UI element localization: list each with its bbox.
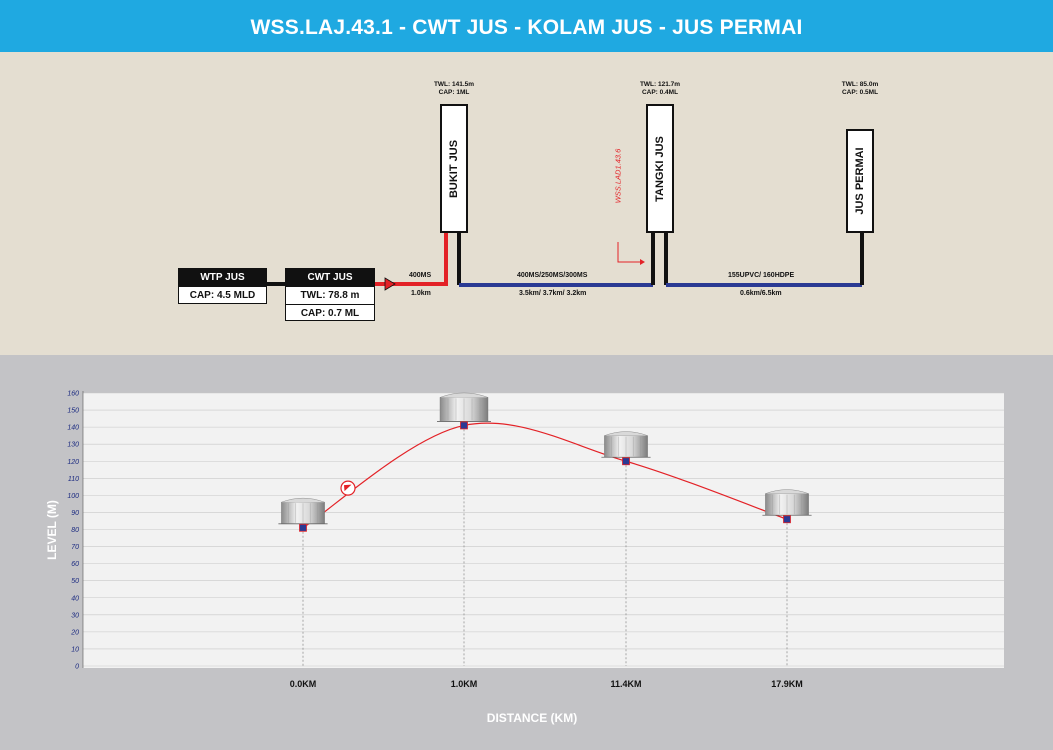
x-tick-label: 1.0KM — [451, 679, 478, 689]
profile-line — [302, 422, 788, 529]
reservoir-roof — [281, 497, 325, 503]
reservoir-icon — [601, 431, 651, 458]
tank-jus-permai: JUS PERMAI — [846, 129, 874, 233]
x-tick-label: 17.9KM — [771, 679, 803, 689]
x-axis-label: DISTANCE (KM) — [487, 711, 577, 725]
data-point — [783, 515, 791, 524]
y-tick-label: 30 — [71, 612, 79, 619]
wtp-capacity: CAP: 4.5 MLD — [179, 286, 266, 304]
data-point — [299, 523, 307, 532]
cwt-name: CWT JUS — [286, 269, 374, 286]
pipe-length: 3.5km/ 3.7km/ 3.2km — [519, 290, 587, 297]
y-tick-label: 70 — [71, 544, 79, 551]
pipe-network — [266, 233, 864, 291]
reservoir-icon — [762, 489, 812, 516]
pump-arrow-icon — [344, 484, 352, 492]
y-tick-label: 80 — [71, 527, 79, 534]
y-tick-label: 0 — [75, 664, 79, 671]
y-tick-label: 160 — [67, 391, 79, 398]
elevation-chart: 0 10 20 30 40 50 60 70 80 90 100 110 120 130 140 150 160… — [45, 391, 1004, 725]
data-point — [622, 457, 630, 466]
y-tick-label: 110 — [68, 476, 79, 483]
pipe-length: 0.6km/6.5km — [740, 290, 782, 297]
reservoir-roof — [439, 392, 489, 398]
pump-arrow-icon — [384, 277, 396, 291]
page-title: WSS.LAJ.43.1 - CWT JUS - KOLAM JUS - JUS… — [0, 0, 1053, 52]
y-axis-label: LEVEL (M) — [45, 500, 59, 560]
tank-label: TANGKI JUS — [654, 135, 666, 202]
cwt-twl: TWL: 78.8 m — [286, 286, 374, 304]
pipe-spec: 400MS/250MS/300MS — [517, 272, 588, 279]
pumped-main — [374, 233, 448, 286]
tank-info: TWL: 85.0m CAP: 0.5ML — [841, 81, 879, 96]
reservoir-roof — [765, 489, 809, 494]
schematic-diagram: WTP JUS CAP: 4.5 MLD CWT JUS TWL: 78.8 m… — [0, 52, 1053, 355]
tag-arrow — [617, 242, 640, 263]
x-tick-label: 11.4KM — [610, 679, 641, 689]
plot-area — [83, 393, 1004, 668]
tank-tangki-jus: TANGKI JUS — [646, 104, 674, 233]
y-tick-label: 130 — [67, 442, 79, 449]
y-tick-label: 150 — [67, 408, 79, 415]
reservoir-icon — [437, 392, 491, 422]
x-tick-label: 0.0KM — [290, 679, 317, 689]
elevation-profile: 0 10 20 30 40 50 60 70 80 90 100 110 120 130 140 150 160… — [0, 355, 1053, 745]
y-tick-label: 20 — [70, 629, 79, 636]
pipe-spec: 155UPVC/ 160HDPE — [728, 272, 795, 279]
y-tick-label: 140 — [67, 425, 79, 432]
y-tick-label: 10 — [71, 646, 79, 653]
cwt-box: CWT JUS TWL: 78.8 m CAP: 0.7 ML — [285, 268, 375, 321]
tank-info: TWL: 141.5m CAP: 1ML — [433, 81, 475, 96]
wss-tag: WSS.LAD1.43.6 — [613, 148, 623, 204]
y-tick-label: 100 — [67, 493, 79, 500]
tank-bukit-jus: BUKIT JUS — [440, 104, 468, 233]
tank-label: JUS PERMAI — [854, 147, 866, 215]
tank-label: BUKIT JUS — [448, 139, 460, 198]
pump-icon — [340, 480, 356, 496]
reservoir-icon — [278, 497, 328, 525]
wtp-box: WTP JUS CAP: 4.5 MLD — [178, 268, 267, 304]
tank-info: TWL: 121.7m CAP: 0.4ML — [639, 81, 681, 96]
y-tick-label: 120 — [67, 459, 79, 466]
pipe-length: 1.0km — [411, 290, 431, 297]
y-tick-label: 50 — [71, 578, 79, 585]
y-tick-label: 40 — [71, 595, 79, 602]
wtp-name: WTP JUS — [179, 269, 266, 286]
pipe-spec: 400MS — [409, 272, 432, 279]
data-point — [460, 421, 468, 430]
cwt-capacity: CAP: 0.7 ML — [286, 304, 374, 322]
reservoir-roof — [604, 431, 648, 436]
y-tick-label: 90 — [71, 510, 79, 517]
y-tick-label: 60 — [71, 561, 79, 568]
